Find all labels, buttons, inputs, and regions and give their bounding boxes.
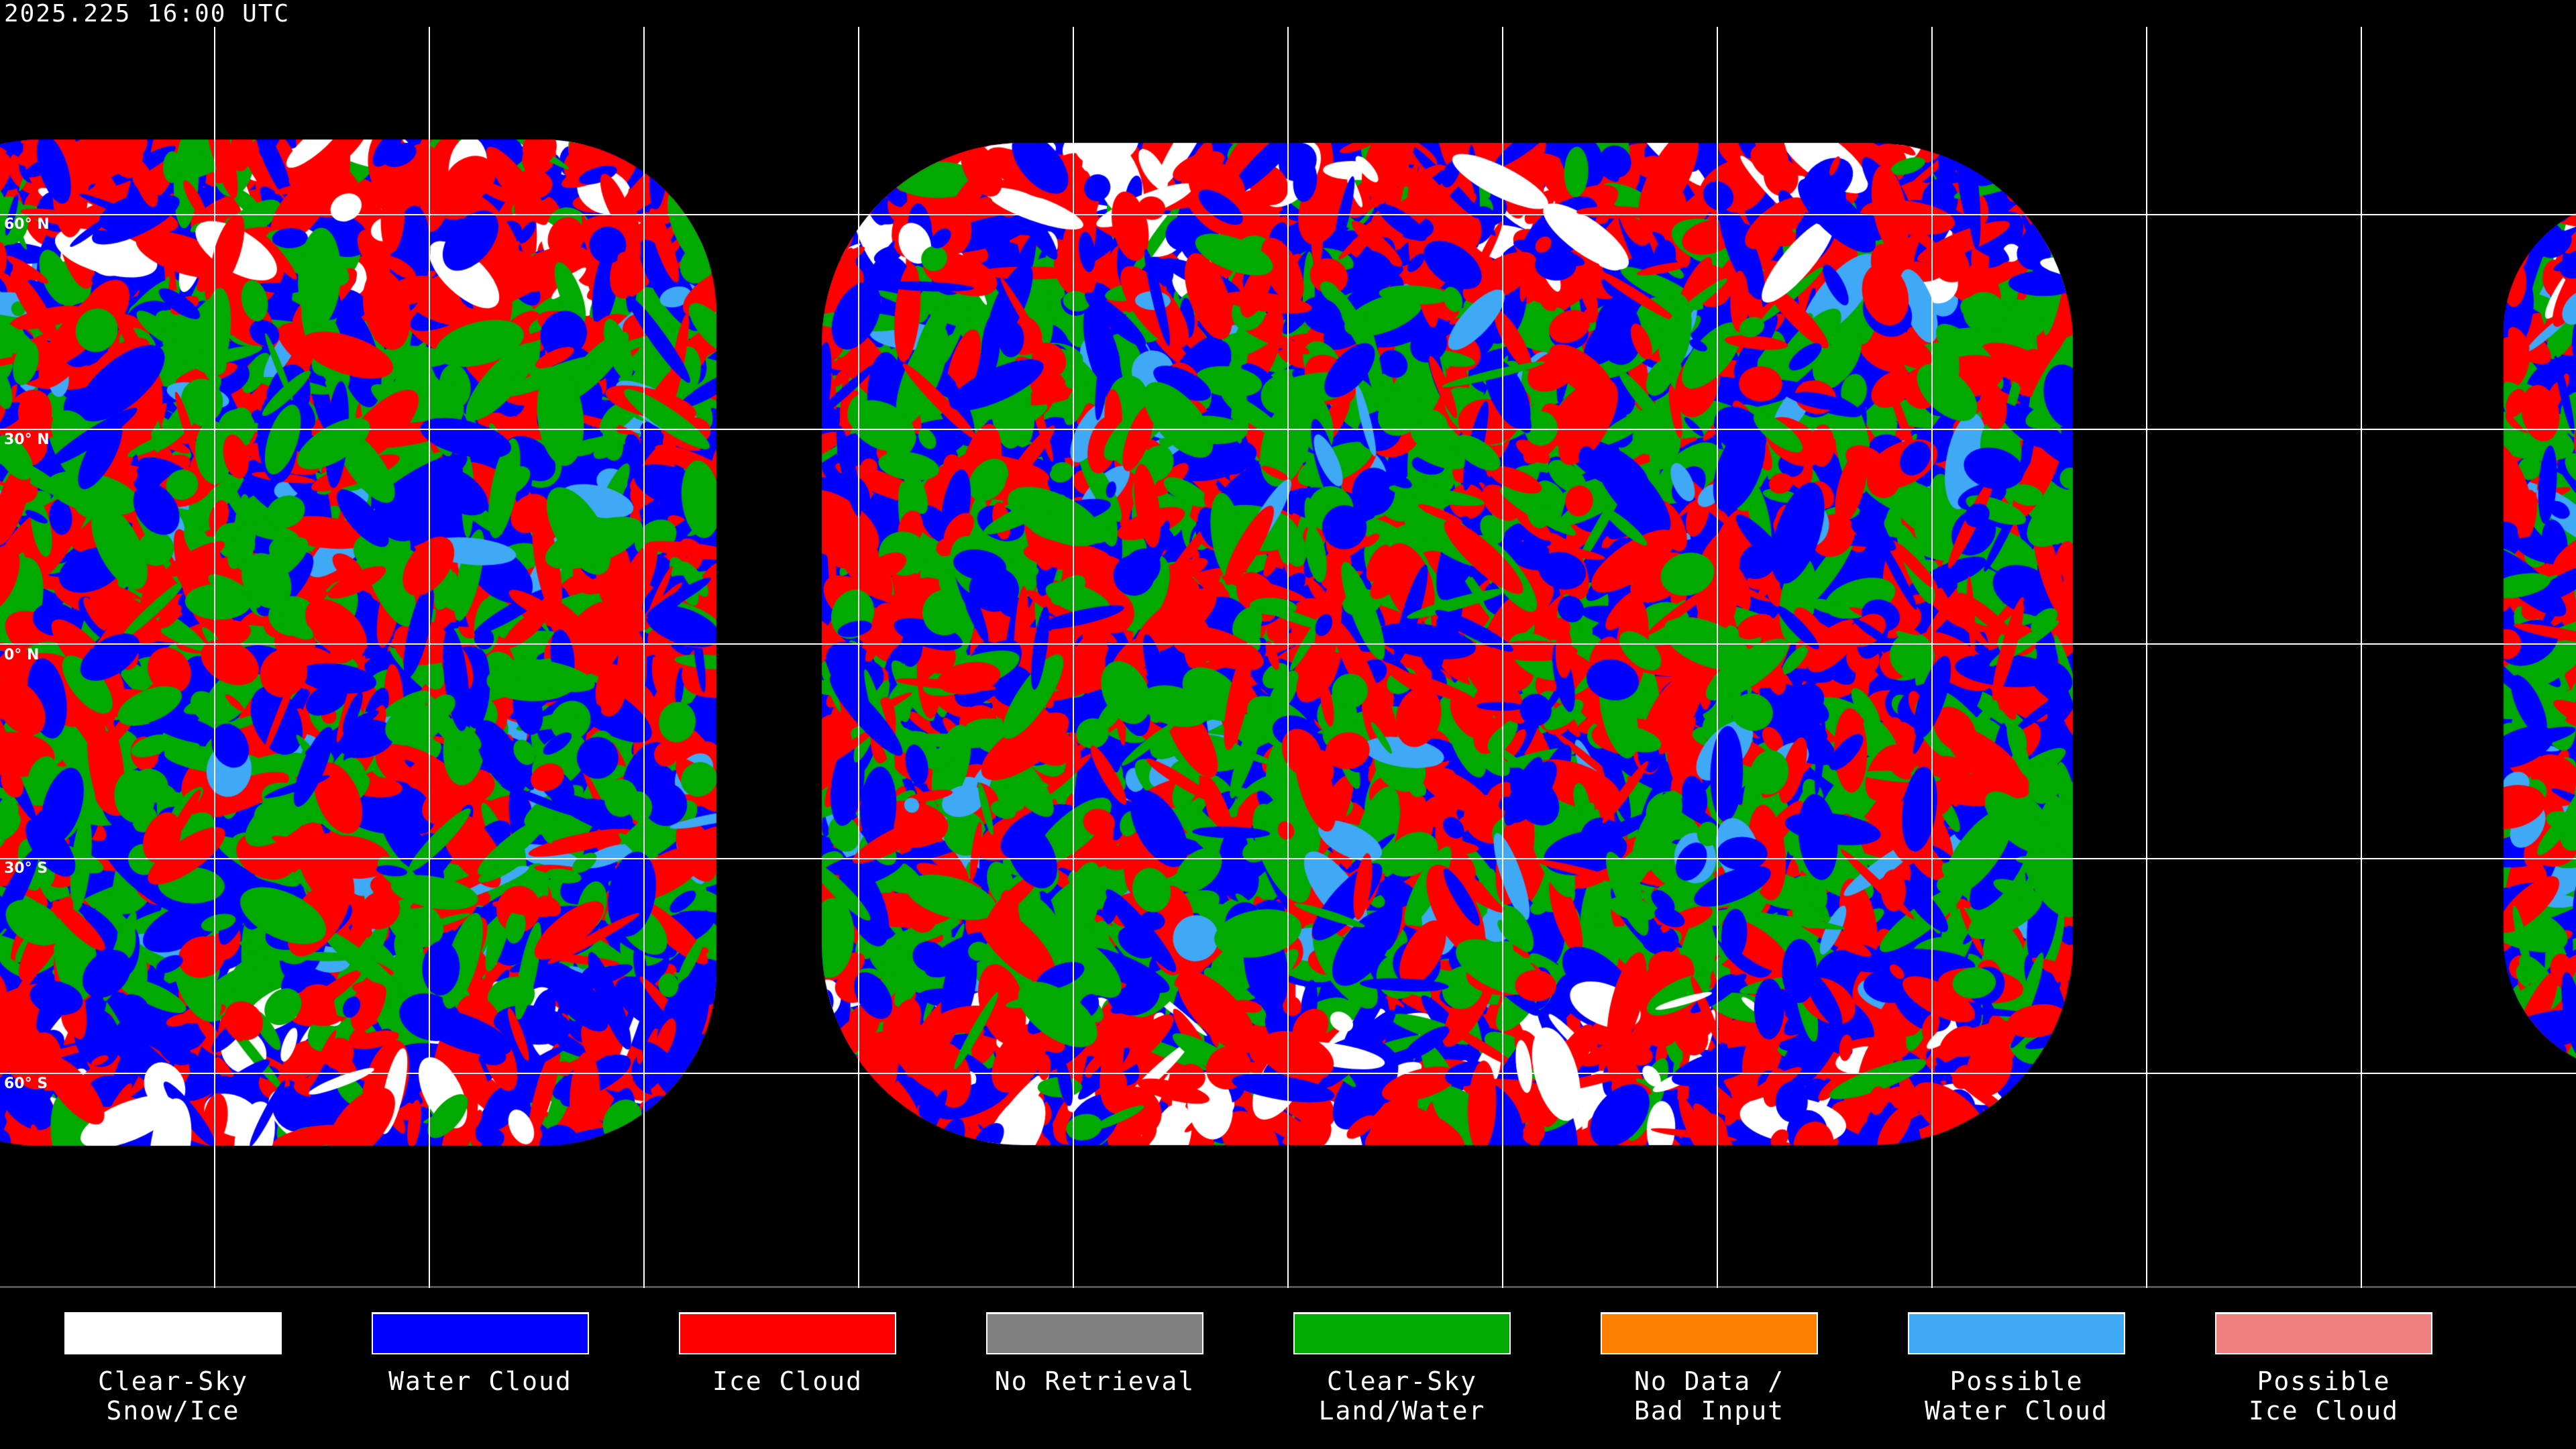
legend-swatch — [986, 1312, 1203, 1354]
legend-swatch — [64, 1312, 282, 1354]
lat-lon-grid — [0, 27, 2576, 1288]
legend-label: Water Cloud — [388, 1366, 572, 1396]
lat-label-60s: 60° S — [4, 1075, 48, 1092]
legend-swatch — [2215, 1312, 2432, 1354]
legend-swatch — [372, 1312, 589, 1354]
legend-item-clear-sky-land-water: Clear-Sky Land/Water — [1293, 1312, 1511, 1426]
legend-label: Possible Water Cloud — [1925, 1366, 2108, 1426]
lat-label-30n: 30° N — [4, 431, 50, 448]
lat-label-0n: 0° N — [4, 647, 40, 663]
legend-item-possible-ice-cloud: Possible Ice Cloud — [2215, 1312, 2432, 1426]
lat-label-30s: 30° S — [4, 860, 48, 877]
legend-swatch — [1601, 1312, 1818, 1354]
cloud-phase-map: 2025.225 16:00 UTC 60° N 30° N 0° N 30° … — [0, 0, 2576, 1288]
legend-item-possible-water-cloud: Possible Water Cloud — [1908, 1312, 2125, 1426]
legend-item-no-data: No Data / Bad Input — [1601, 1312, 1818, 1426]
timestamp: 2025.225 16:00 UTC — [4, 0, 290, 28]
legend-item-water-cloud: Water Cloud — [372, 1312, 589, 1396]
legend-label: No Retrieval — [994, 1366, 1195, 1396]
legend-label: Possible Ice Cloud — [2249, 1366, 2399, 1426]
legend-label: No Data / Bad Input — [1634, 1366, 1784, 1426]
legend-swatch — [679, 1312, 896, 1354]
legend-swatch — [1908, 1312, 2125, 1354]
legend-label: Clear-Sky Land/Water — [1318, 1366, 1486, 1426]
legend-swatch — [1293, 1312, 1511, 1354]
legend-item-ice-cloud: Ice Cloud — [679, 1312, 896, 1396]
legend-label: Ice Cloud — [712, 1366, 863, 1396]
legend-item-clear-sky-snow-ice: Clear-Sky Snow/Ice — [64, 1312, 282, 1426]
legend: Clear-Sky Snow/Ice Water Cloud Ice Cloud… — [0, 1288, 2576, 1449]
legend-label: Clear-Sky Snow/Ice — [98, 1366, 248, 1426]
lat-label-60n: 60° N — [4, 216, 50, 233]
legend-item-no-retrieval: No Retrieval — [986, 1312, 1203, 1396]
